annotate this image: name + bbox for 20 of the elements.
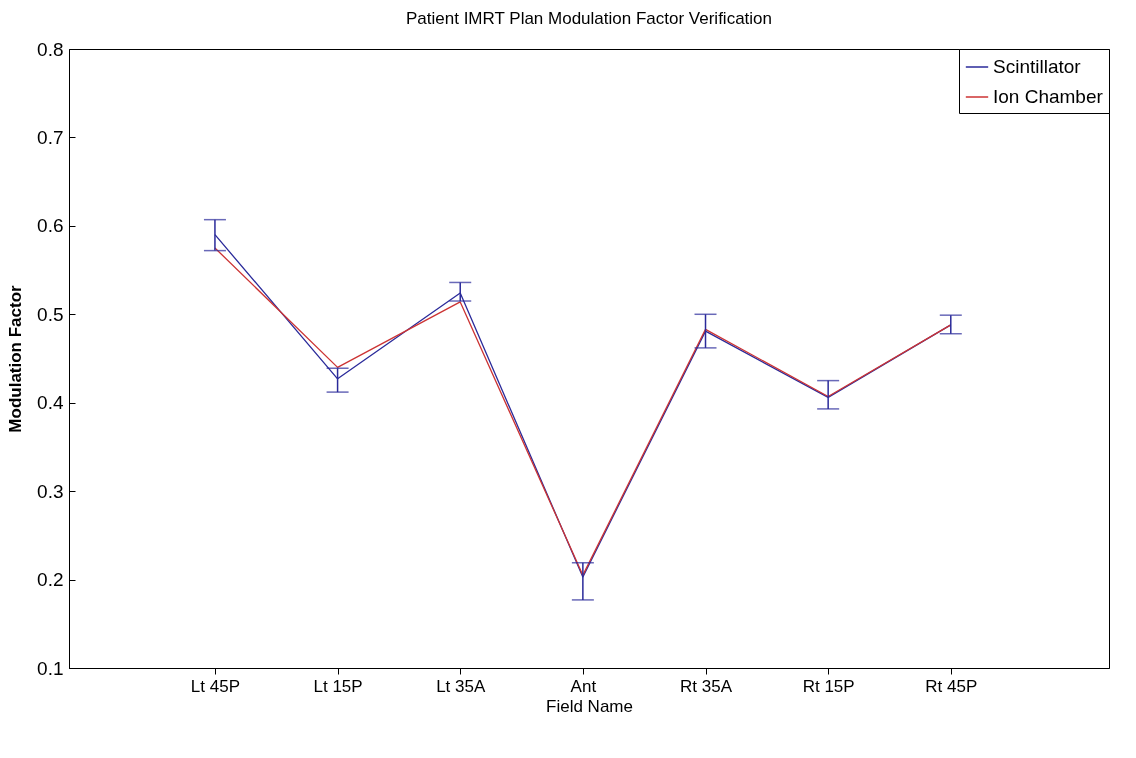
x-tick-label: Lt 45P	[190, 676, 241, 696]
y-tick-label: 0.3	[37, 480, 64, 502]
x-tick-label: Rt 45P	[925, 676, 978, 696]
x-axis-title: Field Name	[546, 696, 633, 716]
x-tick-label: Lt 35A	[436, 676, 486, 696]
x-tick-label: Lt 15P	[313, 676, 363, 696]
legend-label: Ion Chamber	[993, 86, 1104, 107]
y-tick-label: 0.2	[37, 569, 64, 591]
y-tick-label: 0.7	[37, 126, 64, 148]
y-tick-label: 0.6	[37, 215, 64, 237]
x-tick-label: Ant	[570, 676, 597, 696]
chart-title: Patient IMRT Plan Modulation Factor Verification	[406, 9, 772, 28]
x-tick-label: Rt 15P	[802, 676, 855, 696]
y-tick-label: 0.4	[37, 392, 64, 414]
legend-label: Scintillator	[993, 56, 1082, 77]
y-tick-label: 0.5	[37, 303, 64, 325]
y-axis-title: Modulation Factor	[6, 284, 26, 433]
y-tick-label: 0.8	[37, 38, 64, 60]
y-tick-label: 0.1	[37, 657, 64, 679]
x-tick-label: Rt 35A	[680, 676, 733, 696]
